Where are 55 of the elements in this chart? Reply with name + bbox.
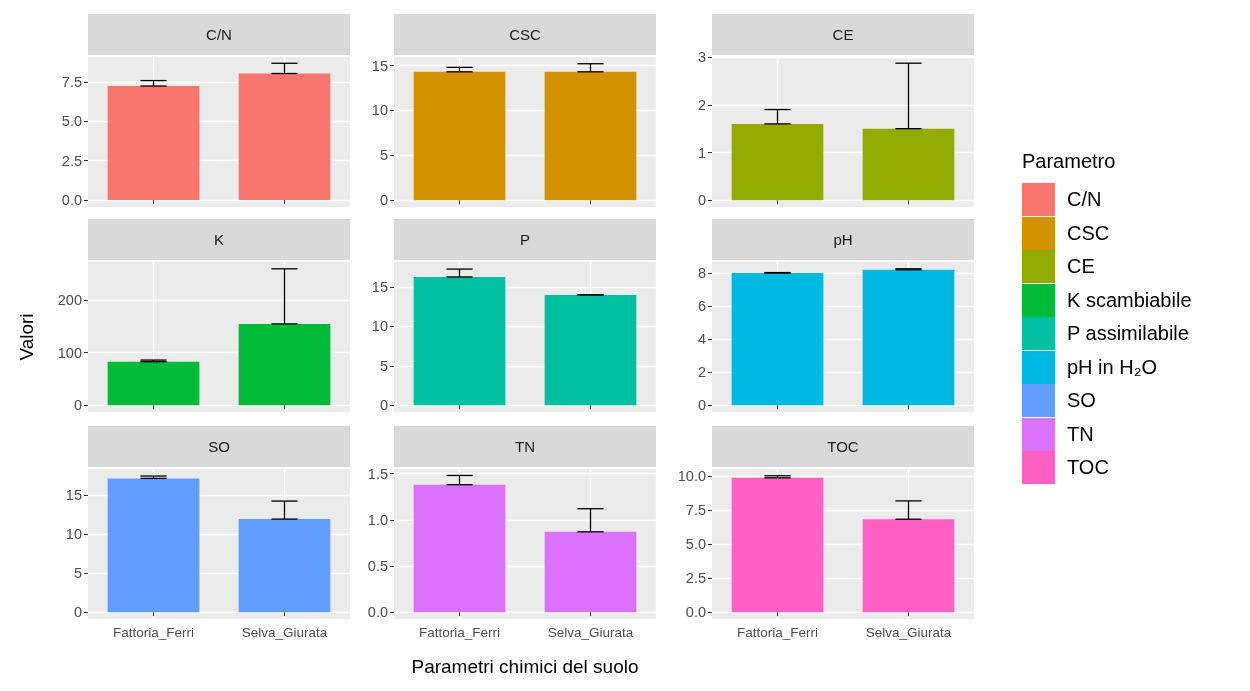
y-tick-label: 7.5 [685,502,706,519]
x-axis-title: Parametri chimici del suolo [411,656,639,677]
y-tick-label: 5 [73,565,82,582]
x-tick-label: Fattoria_Ferri [112,624,195,640]
legend-label: TN [1067,422,1094,446]
y-tick-label: 0.0 [367,604,388,621]
y-tick-label: 5.0 [685,536,706,553]
x-tick-label: Fattoria_Ferri [736,624,819,640]
y-axis-title: Valori [16,313,37,361]
y-tick-label: 0 [379,192,388,209]
x-tick-label: Selva_Giurata [547,624,634,640]
y-tick-label: 7.5 [61,74,82,91]
x-tick-label: Selva_Giurata [865,624,952,640]
y-tick-label: 200 [57,292,82,309]
x-tick-label: Fattoria_Ferri [418,624,501,640]
legend-label: TOC [1067,456,1109,480]
legend-label: SO [1067,389,1096,413]
y-tick-label: 10.0 [677,468,706,485]
y-tick-label: 4 [697,331,706,348]
y-tick-label: 1.0 [367,511,388,528]
y-tick-label: 0 [73,604,82,621]
y-tick-label: 0 [697,397,706,414]
y-tick-label: 10 [65,525,82,542]
y-tick-label: 2 [697,96,706,113]
y-tick-label: 0 [697,192,706,209]
y-tick-label: 1 [697,144,706,161]
legend-label: C/N [1067,188,1102,212]
y-tick-label: 0 [379,397,388,414]
y-tick-label: 0 [73,397,82,414]
y-tick-label: 3 [697,49,706,65]
y-tick-label: 5.0 [61,113,82,130]
y-tick-label: 2 [697,364,706,381]
y-tick-label: 15 [371,57,388,74]
y-tick-label: 10 [371,102,388,119]
y-tick-label: 0.0 [685,604,706,621]
y-tick-label: 6 [697,298,706,315]
y-tick-label: 2.5 [61,152,82,169]
y-tick-label: 5 [379,147,388,164]
y-tick-label: 2.5 [685,570,706,587]
y-tick-label: 10 [371,318,388,335]
y-tick-label: 0.0 [61,191,82,208]
legend-label: pH in H₂O [1067,355,1158,379]
y-tick-label: 100 [57,344,82,361]
y-tick-label: 5 [379,357,388,374]
y-tick-label: 0.5 [367,557,388,574]
y-tick-label: 8 [697,265,706,282]
legend-title: Parametro [1022,150,1117,173]
legend-label: CE [1067,255,1095,279]
y-tick-label: 15 [65,486,82,503]
legend-label: P assimilabile [1067,322,1189,346]
y-tick-label: 1.5 [367,465,388,482]
x-tick-label: Selva_Giurata [241,624,328,640]
legend-label: K scambiabile [1067,288,1192,312]
legend-label: CSC [1067,221,1110,245]
y-tick-label: 15 [371,279,388,296]
